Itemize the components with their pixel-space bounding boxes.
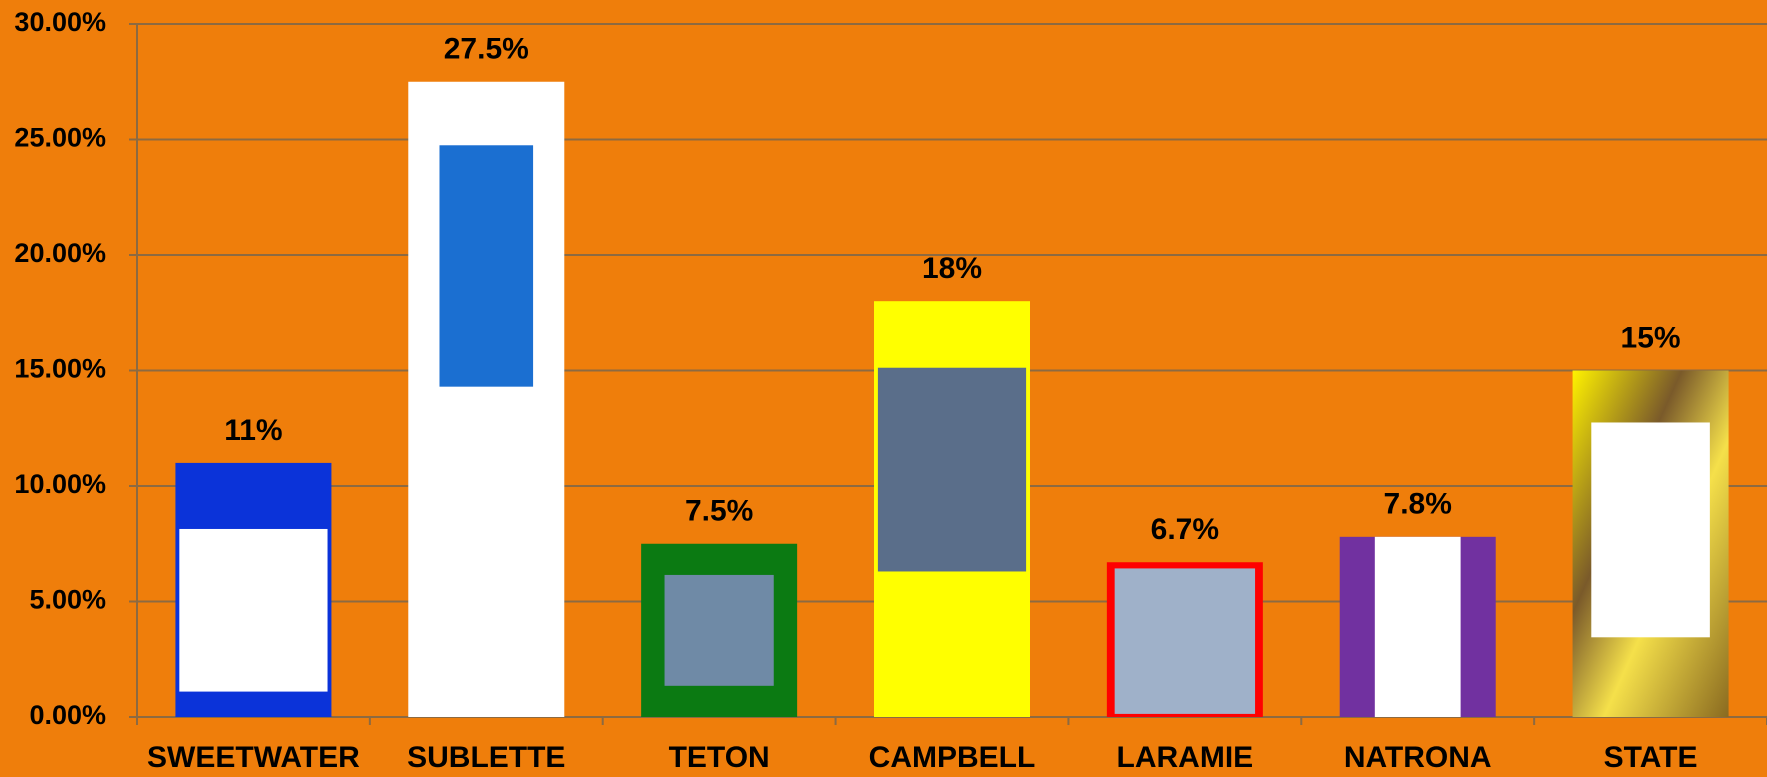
x-tick-label: LARAMIE (1117, 741, 1254, 774)
x-tick-label: STATE (1604, 741, 1698, 774)
value-label: 27.5% (444, 33, 529, 66)
value-label: 11% (224, 414, 282, 447)
value-label: 7.8% (1384, 488, 1452, 521)
bar-picture (1374, 536, 1461, 717)
value-label: 7.5% (685, 495, 753, 528)
x-tick-label: TETON (669, 741, 770, 774)
y-tick-label: 20.00% (14, 238, 106, 268)
bar-picture (1591, 422, 1710, 638)
y-tick-label: 10.00% (14, 469, 106, 499)
bar-picture (439, 145, 534, 387)
x-tick-label: CAMPBELL (869, 741, 1036, 774)
y-tick-label: 5.00% (29, 585, 106, 615)
x-tick-label: SUBLETTE (407, 741, 565, 774)
y-tick-label: 15.00% (14, 354, 106, 384)
value-label: 6.7% (1151, 513, 1219, 546)
y-tick-label: 25.00% (14, 123, 106, 153)
x-tick-label: SWEETWATER (147, 741, 360, 774)
bar-picture (179, 528, 328, 692)
value-label: 18% (922, 252, 982, 285)
bar-picture (1114, 568, 1256, 714)
y-tick-label: 0.00% (29, 700, 106, 730)
bar-picture (877, 367, 1027, 572)
bar-picture (664, 574, 774, 686)
x-tick-label: NATRONA (1344, 741, 1492, 774)
value-label: 15% (1621, 321, 1681, 354)
y-tick-label: 30.00% (14, 7, 106, 37)
